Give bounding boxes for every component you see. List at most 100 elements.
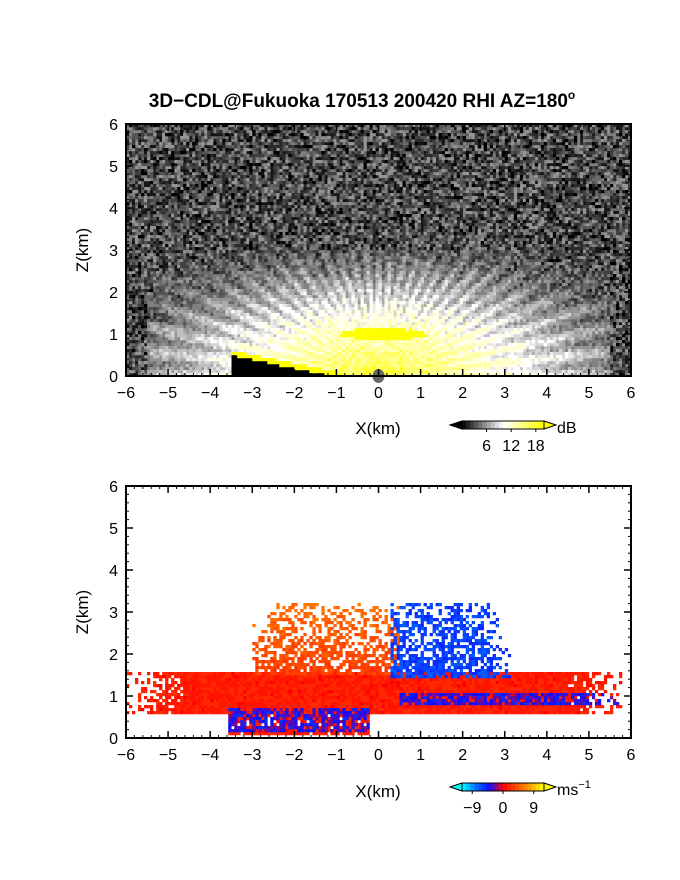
x-tick-label: 6	[627, 747, 636, 764]
heatmap-cells	[252, 615, 400, 676]
colorbar-segment	[515, 421, 520, 429]
colorbar-segment	[535, 783, 541, 791]
y-tick-label: 4	[109, 563, 118, 580]
heatmap-cells	[126, 672, 623, 736]
velocity-colorbar-unit: ms−1	[557, 779, 591, 799]
velocity-colorbar: −9 0 9	[448, 782, 558, 817]
colorbar-low-arrow	[448, 782, 463, 792]
x-tick-label: 2	[458, 385, 467, 402]
x-tick-label: −6	[117, 747, 135, 764]
y-tick-label: 5	[109, 521, 118, 538]
y-tick-label: 2	[109, 285, 118, 302]
colorbar-segment	[519, 421, 524, 429]
x-tick-label: 3	[500, 747, 509, 764]
x-tick-label: 5	[584, 385, 593, 402]
colorbar-segment	[523, 421, 528, 429]
y-tick-label: 4	[109, 201, 118, 218]
reflectivity-axes: −6 −5 −4 −3 −2 −1 0 1 2 3 4 5 6 0 1 2 3 4 5 6	[109, 117, 635, 402]
velocity-panel: −6 −5 −4 −3 −2 −1 0 1 2 3 4 5 6 0 1 2 3 4 5 6 X(km) Z(km) −…	[73, 479, 636, 817]
reflectivity-colorbar: 6 12 18	[448, 420, 558, 455]
reflectivity-heatmap	[126, 124, 632, 383]
heatmap-cells	[147, 256, 611, 377]
colorbar-segment	[539, 783, 545, 791]
x-tick-label: 0	[374, 385, 383, 402]
colorbar-segment	[490, 421, 496, 429]
reflectivity-ylabel: Z(km)	[73, 228, 92, 272]
x-tick-label: 3	[500, 385, 509, 402]
heatmap-cells	[153, 262, 608, 377]
x-tick-label: 0	[374, 747, 383, 764]
colorbar-tick-label: 18	[527, 438, 545, 455]
velocity-xlabel: X(km)	[355, 782, 400, 801]
heatmap-cells	[150, 271, 605, 377]
colorbar-tick-label: 6	[482, 438, 491, 455]
reflectivity-xlabel: X(km)	[355, 419, 400, 438]
colorbar-segment	[515, 783, 520, 791]
heatmap-cells	[213, 301, 545, 377]
heatmap-cells	[192, 295, 560, 377]
x-tick-label: −1	[327, 747, 345, 764]
x-tick-label: −4	[201, 385, 219, 402]
colorbar-tick-label: 0	[499, 800, 508, 817]
x-tick-label: 2	[458, 747, 467, 764]
colorbar-segment	[507, 783, 512, 791]
y-tick-label: 2	[109, 647, 118, 664]
colorbar-segment	[503, 421, 508, 429]
colorbar-low-arrow	[448, 420, 463, 430]
x-tick-label: −6	[117, 385, 135, 402]
heatmap-cells	[240, 307, 521, 377]
colorbar-segment	[523, 783, 528, 791]
x-tick-label: −3	[243, 385, 261, 402]
colorbar-segment	[478, 421, 483, 429]
heatmap-cells	[333, 352, 430, 377]
colorbar-segment	[486, 421, 492, 429]
colorbar-segment	[531, 783, 537, 791]
x-tick-label: 1	[416, 747, 425, 764]
colorbar-high-arrow	[543, 782, 558, 792]
colorbar-frame	[461, 420, 545, 430]
colorbar-segment	[466, 421, 471, 429]
y-tick-label: 3	[109, 605, 118, 622]
colorbar-segment	[511, 421, 516, 429]
colorbar-segment	[462, 783, 467, 791]
colorbar-segment	[482, 421, 487, 429]
x-tick-label: 4	[542, 747, 551, 764]
y-tick-label: 0	[109, 369, 118, 386]
velocity-ylabel: Z(km)	[73, 590, 92, 634]
colorbar-segment	[494, 421, 500, 429]
colorbar-segment	[462, 421, 467, 429]
velocity-heatmap	[126, 603, 623, 736]
colorbar-segment	[474, 783, 479, 791]
y-tick-label: 6	[109, 479, 118, 496]
colorbar-tick-label: 9	[529, 800, 538, 817]
y-tick-label: 6	[109, 117, 118, 134]
x-tick-label: −4	[201, 747, 219, 764]
colorbar-segment	[507, 421, 512, 429]
heatmap-cells	[390, 603, 509, 679]
heatmap-cells	[318, 340, 461, 377]
x-tick-label: −3	[243, 747, 261, 764]
colorbar-segment	[474, 421, 479, 429]
heatmap-cells	[255, 603, 400, 661]
colorbar-segment	[494, 783, 500, 791]
colorbar-segment	[527, 783, 533, 791]
colorbar-segment	[498, 783, 504, 791]
heatmap-cells	[141, 672, 623, 736]
colorbar-segment	[490, 783, 496, 791]
colorbar-segment	[503, 783, 508, 791]
x-tick-label: −5	[159, 385, 177, 402]
y-tick-label: 5	[109, 159, 118, 176]
x-tick-label: −1	[327, 385, 345, 402]
x-tick-label: 1	[416, 385, 425, 402]
colorbar-segment	[486, 783, 492, 791]
y-tick-label: 1	[109, 689, 118, 706]
heatmap-cells	[228, 693, 620, 733]
figure-title: 3D−CDL@Fukuoka 170513 200420 RHI AZ=180o	[149, 88, 576, 112]
colorbar-segment	[470, 783, 475, 791]
colorbar-segment	[535, 421, 541, 429]
x-tick-label: 5	[584, 747, 593, 764]
x-tick-label: −2	[285, 385, 303, 402]
x-tick-label: −5	[159, 747, 177, 764]
colorbar-segment	[531, 421, 537, 429]
